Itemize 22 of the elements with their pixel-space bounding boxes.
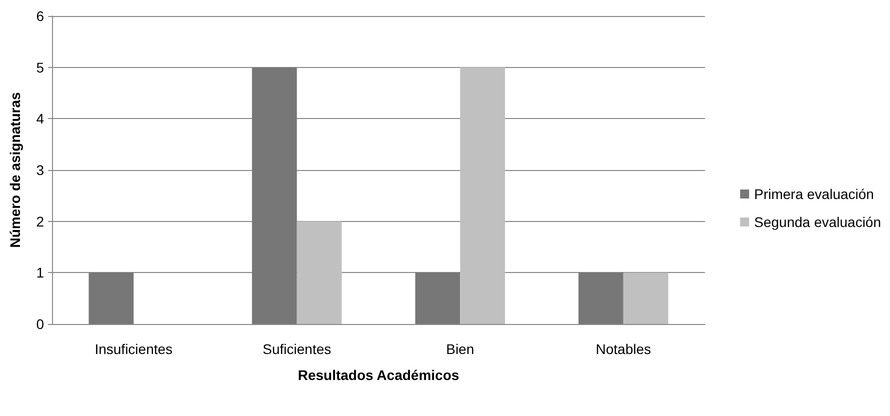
y-tick-label: 0: [36, 316, 44, 332]
y-tick-label: 5: [36, 59, 44, 76]
legend-label: Primera evaluación: [754, 186, 874, 202]
y-tick-label: 1: [36, 264, 44, 281]
bar: [415, 272, 460, 324]
y-tick-label: 3: [36, 162, 44, 178]
bar: [460, 67, 506, 324]
y-tick-label: 2: [36, 213, 44, 230]
x-tick-label: Bien: [446, 341, 474, 357]
x-tick-label: Insuficientes: [94, 341, 173, 357]
bar: [578, 272, 624, 324]
y-tick-label: 6: [36, 8, 44, 24]
x-tick-label: Suficientes: [262, 341, 332, 357]
x-tick-label: Notables: [596, 341, 652, 357]
legend-label: Segunda evaluación: [754, 214, 882, 230]
y-tick-label: 4: [36, 110, 44, 127]
x-axis-title: Resultados Académicos: [298, 367, 460, 383]
bar: [296, 221, 342, 324]
bar: [623, 272, 668, 324]
y-axis-title: Número de asignaturas: [7, 92, 23, 248]
bar: [88, 272, 134, 324]
bar: [252, 67, 297, 324]
